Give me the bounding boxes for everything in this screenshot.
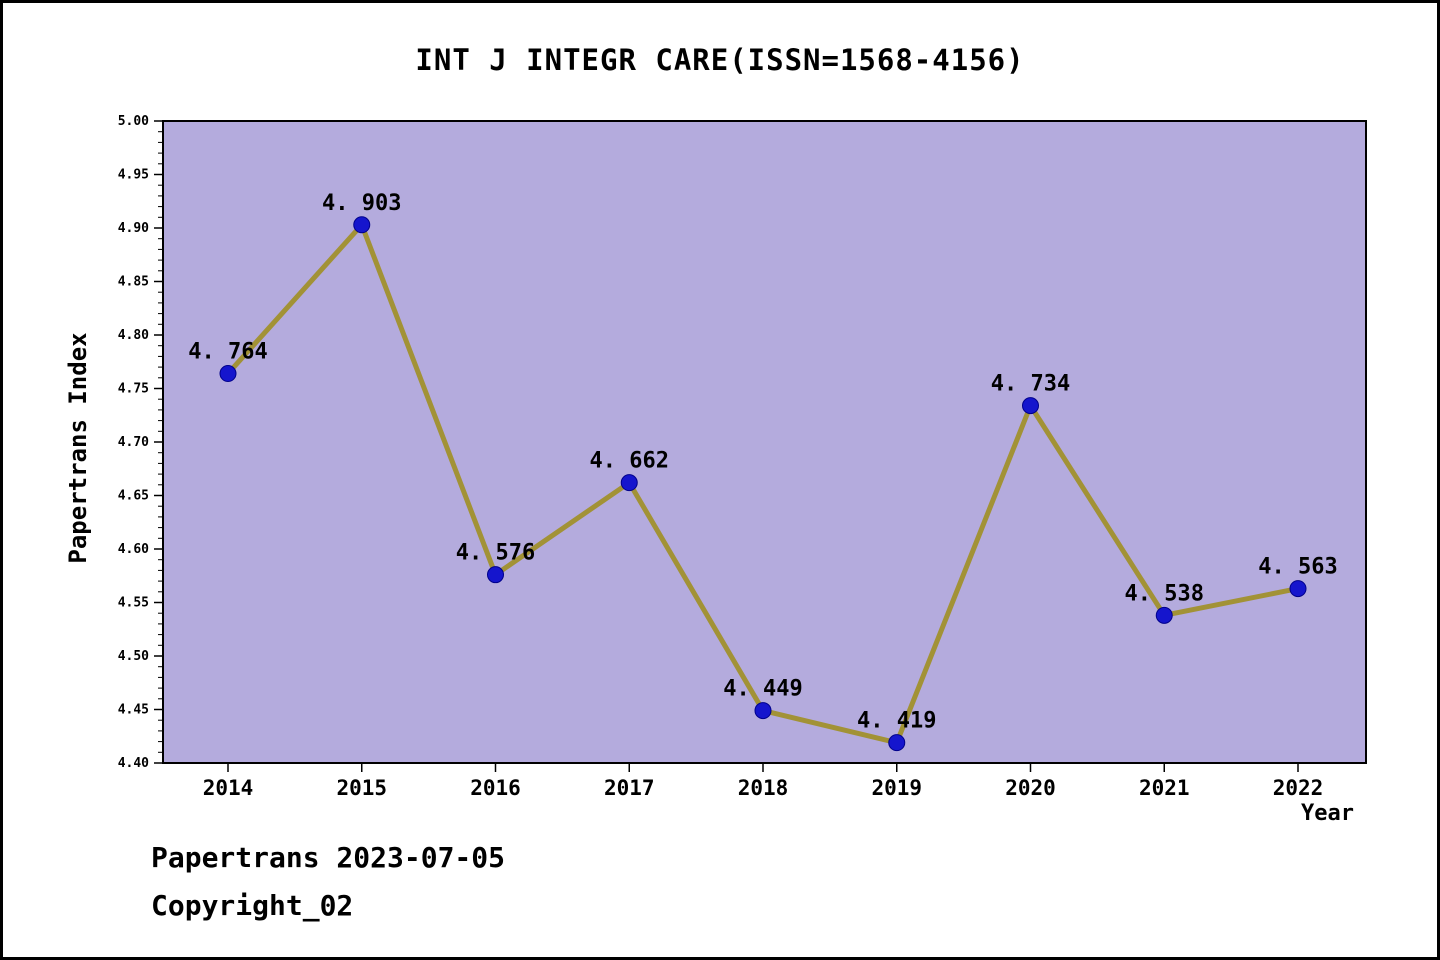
y-tick-label: 5.00: [118, 114, 149, 129]
y-tick-label: 4.60: [118, 542, 149, 557]
x-tick-label: 2014: [203, 776, 254, 800]
y-tick-label: 4.65: [118, 489, 149, 504]
chart-title: INT J INTEGR CARE(ISSN=1568-4156): [415, 43, 1025, 77]
x-tick-label: 2020: [1005, 776, 1056, 800]
y-tick-label: 4.70: [118, 435, 149, 450]
x-tick-label: 2015: [336, 776, 387, 800]
y-tick-label: 4.50: [118, 649, 149, 664]
x-tick-label: 2018: [738, 776, 789, 800]
data-point: [353, 216, 371, 234]
x-tick-label: 2019: [871, 776, 922, 800]
line-chart: 4.40 4.45 4.50 4.55 4.60 4.65 4.70 4.75 4.80 4.85…: [118, 114, 1367, 800]
y-tick-label: 4.45: [118, 703, 149, 718]
data-point-label: 4. 734: [991, 372, 1070, 397]
y-tick-label: 4.40: [118, 756, 149, 771]
x-tick-label: 2017: [604, 776, 655, 800]
data-point: [754, 702, 772, 720]
y-tick-label: 4.55: [118, 596, 149, 611]
data-point: [1289, 580, 1307, 598]
data-point: [219, 365, 237, 383]
data-point-label: 4. 419: [857, 709, 936, 734]
y-tick-label: 4.80: [118, 328, 149, 343]
data-point: [487, 566, 504, 584]
x-tick-label: 2016: [470, 776, 521, 800]
y-tick-label: 4.75: [118, 382, 149, 397]
data-point-label: 4. 662: [590, 449, 669, 474]
y-tick-label: 4.90: [118, 221, 149, 236]
data-point-label: 4. 449: [723, 677, 802, 702]
data-point-label: 4. 576: [456, 541, 535, 566]
data-point: [1155, 606, 1173, 624]
y-tick-label: 4.95: [118, 168, 149, 183]
y-tick-label: 4.85: [118, 275, 149, 290]
footer-copyright: Copyright_02: [151, 889, 354, 922]
x-axis-label: Year: [1301, 801, 1354, 826]
data-point-label: 4. 903: [322, 191, 401, 216]
data-point: [620, 474, 638, 492]
x-tick-label: 2022: [1273, 776, 1324, 800]
data-point-label: 4. 563: [1258, 555, 1337, 580]
data-point-label: 4. 538: [1125, 581, 1204, 606]
x-tick-label: 2021: [1139, 776, 1190, 800]
plot-area: [162, 120, 1367, 764]
footer-source-date: Papertrans 2023-07-05: [151, 841, 506, 874]
data-point-label: 4. 764: [188, 340, 267, 365]
data-point: [1022, 397, 1039, 415]
data-point: [888, 734, 906, 752]
